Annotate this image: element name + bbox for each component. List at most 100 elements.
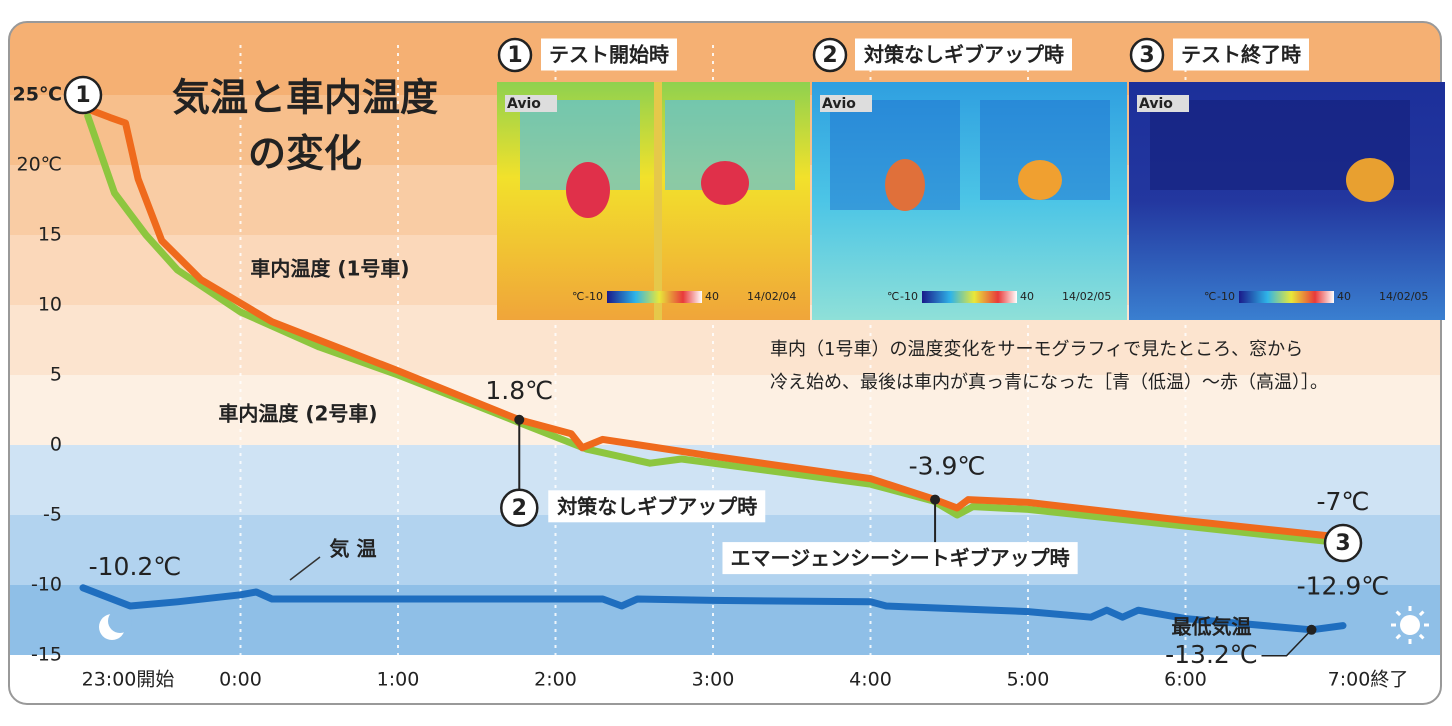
x-tick-label: 1:00 (377, 669, 420, 691)
frame (8, 21, 1442, 705)
brand-bg (820, 95, 872, 112)
label-bg (1173, 38, 1309, 71)
scale-max: 40 (1020, 290, 1034, 303)
brand-bg (1137, 95, 1189, 112)
photo-caption: テスト終了時 (1181, 43, 1301, 67)
y-tick-label: 10 (38, 294, 62, 316)
photo-caption: テスト開始時 (549, 43, 669, 67)
scale-min: -10 (1217, 290, 1235, 303)
head (566, 162, 610, 218)
scale-min: -10 (900, 290, 918, 303)
x-tick-label: 6:00 (1164, 669, 1207, 691)
event-label-box: エマージェンシーシートギブアップ時 (722, 542, 1078, 575)
event-label: 対策なしギブアップ時 (556, 494, 757, 518)
value-label: 1.8℃ (485, 376, 553, 405)
point (930, 494, 941, 505)
y-tick-label: 20℃ (16, 154, 62, 176)
event-label-box: 対策なしギブアップ時 (548, 490, 766, 523)
y-tick-label: 25℃ (13, 84, 62, 106)
x-tick-label: 23:00開始 (82, 669, 175, 691)
label-bg (722, 542, 1078, 575)
photo-caption: 対策なしギブアップ時 (863, 43, 1064, 67)
number-marker (812, 37, 848, 73)
label-bg (541, 38, 677, 71)
number-marker-label: 3 (1335, 531, 1350, 556)
x-tick-label: 0:00 (219, 669, 262, 691)
event-label: エマージェンシーシートギブアップ時 (730, 546, 1069, 570)
value-label: -3.9℃ (909, 452, 986, 481)
y-tick-label: -15 (31, 644, 62, 666)
chart-title: 気温と車内温度 (172, 76, 438, 120)
value-label: -10.2℃ (89, 552, 182, 581)
y-tick-label: -10 (31, 574, 62, 596)
x-tick-label: 4:00 (849, 669, 892, 691)
value-label: -7℃ (1316, 487, 1369, 516)
head (885, 159, 925, 211)
series-label: 車内温度 (1号車) (250, 257, 409, 281)
y-tick-label: 5 (50, 364, 62, 386)
leader (1261, 629, 1313, 657)
scale-bar (1239, 291, 1334, 303)
sun-ray (1418, 633, 1425, 640)
brand-bg (505, 95, 557, 112)
number-marker (1323, 523, 1363, 563)
grid: -15 -10 -5 0 5 10 15 20℃ 25℃ 23:00開始 0:00 1:00 2:00 3… (13, 45, 1409, 691)
scale-unit: ℃ (572, 290, 584, 303)
photo-date: 14/02/05 (1379, 290, 1428, 303)
number-marker (500, 488, 539, 528)
sun-ray (1395, 633, 1402, 640)
y-tick-label: 15 (38, 224, 62, 246)
x-tick-label: 2:00 (534, 669, 577, 691)
number-marker-label: 2 (512, 496, 527, 521)
plot: 車内温度 (1号車) 車内温度 (2号車) 気 温 1 2 対策なしギブアップ時 1.8℃ エ… (63, 75, 1429, 669)
number-marker (63, 75, 103, 115)
caption-box: 対策なしギブアップ時 (855, 38, 1072, 71)
photo-description: 冷え始め、最後は車内が真っ青になった［青（低温）〜赤（高温）］。 (770, 372, 1328, 393)
number-marker-label: 1 (75, 83, 90, 108)
photo-description: 車内（1号車）の温度変化をサーモグラフィで見たところ、窓から (770, 339, 1303, 360)
number-marker-label: 2 (822, 43, 837, 68)
leader (289, 556, 321, 581)
band (9, 375, 1441, 445)
series-line (84, 112, 1347, 547)
number-marker-label: 1 (507, 43, 522, 68)
sun (1400, 615, 1420, 635)
chart-title: の変化 (248, 132, 362, 176)
sun-ray (1395, 610, 1402, 617)
head (1018, 160, 1062, 200)
scale-bar (922, 291, 1017, 303)
photo-date: 14/02/05 (1062, 290, 1111, 303)
value-label: -12.9℃ (1297, 572, 1390, 601)
moon-cut (108, 609, 132, 633)
number-marker-label: 3 (1139, 43, 1154, 68)
x-tick-label: 5:00 (1007, 669, 1050, 691)
series-label: 車内温度 (2号車) (218, 402, 377, 426)
scale-max: 40 (1337, 290, 1351, 303)
caption-box: テスト終了時 (1173, 38, 1309, 71)
value-label: -13.2℃ (1165, 640, 1258, 669)
sun-ray (1418, 610, 1425, 617)
y-tick-label: 0 (50, 434, 62, 456)
scale-unit: ℃ (1204, 290, 1216, 303)
pillar (654, 82, 662, 320)
brand: Avio (507, 96, 541, 112)
x-tick-label: 7:00終了 (1328, 669, 1409, 691)
label-bg (855, 38, 1072, 71)
caption-box: テスト開始時 (541, 38, 677, 71)
head (701, 161, 749, 205)
note-label: 最低気温 (1172, 614, 1252, 638)
band (9, 22, 1441, 25)
scale-bar (607, 291, 702, 303)
head (1346, 158, 1394, 202)
photo-date: 14/02/04 (747, 290, 796, 303)
label-bg (548, 490, 766, 523)
number-marker (497, 37, 533, 73)
point (514, 414, 525, 425)
scale-unit: ℃ (887, 290, 899, 303)
brand: Avio (1139, 96, 1173, 112)
number-marker (1129, 37, 1165, 73)
brand: Avio (822, 96, 856, 112)
y-tick-label: -5 (43, 504, 62, 526)
x-tick-label: 3:00 (692, 669, 735, 691)
scale-max: 40 (705, 290, 719, 303)
